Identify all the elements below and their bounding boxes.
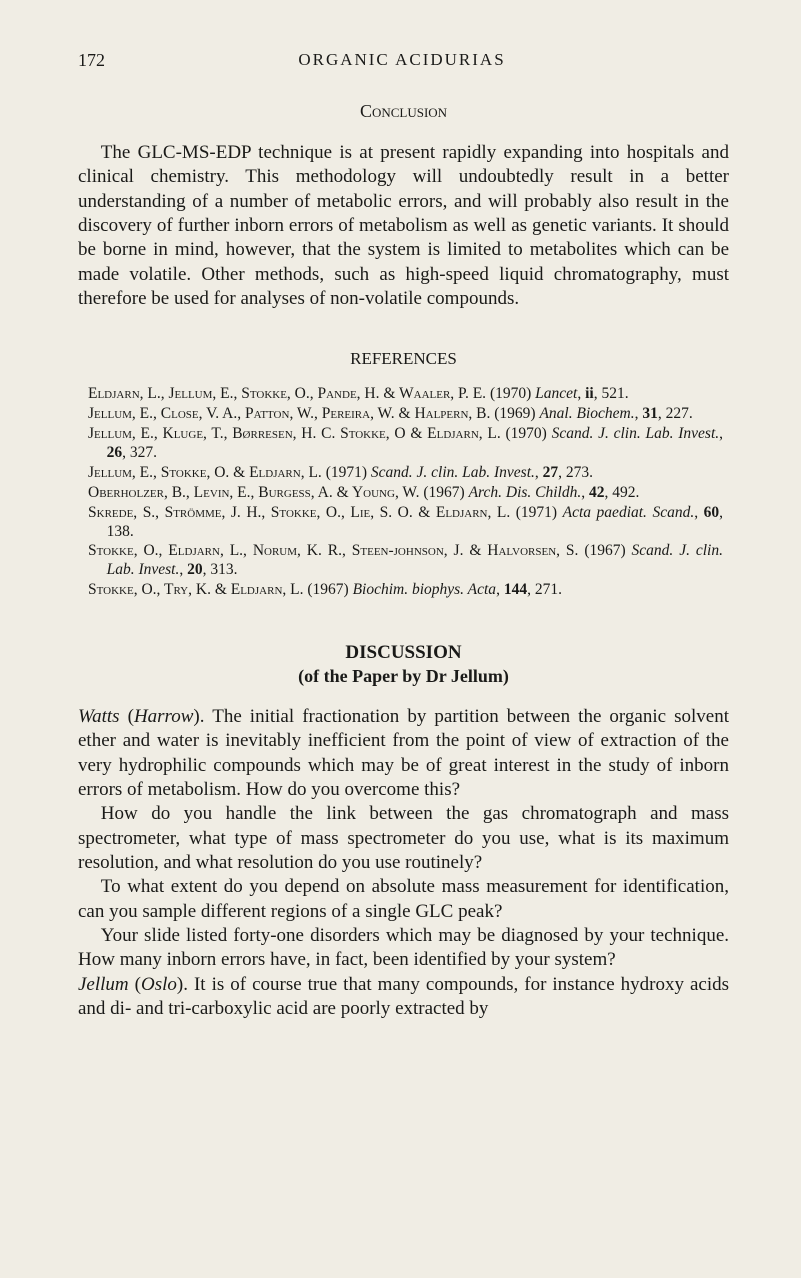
conclusion-paragraph: The GLC-MS-EDP technique is at present r… [78,141,729,311]
reference-item: Stokke, O., Try, K. & Eldjarn, L. (1967)… [88,581,723,600]
reference-item: Skrede, S., Strömme, J. H., Stokke, O., … [88,504,723,542]
ref-authors: Oberholzer, B., Levin, E., Burgess, A. &… [88,484,420,501]
reference-item: Oberholzer, B., Levin, E., Burgess, A. &… [88,484,723,503]
speaker-name: Jellum [78,974,129,995]
discussion-p4: Your slide listed forty-one disorders wh… [78,924,729,973]
speaker-location: Oslo [141,974,177,995]
ref-authors: Jellum, E., Stokke, O. & Eldjarn, L. [88,464,322,481]
header-spacer [699,50,729,71]
discussion-sub: (of the Paper by Dr Jellum) [78,666,729,687]
ref-year: (1970) [501,425,552,442]
ref-journal: Scand. J. clin. Lab. Invest. [371,464,535,481]
references-list: Eldjarn, L., Jellum, E., Stokke, O., Pan… [78,385,729,600]
ref-authors: Jellum, E., Kluge, T., Børresen, H. C. S… [88,425,501,442]
ref-tail: , 144, 271. [496,581,562,598]
page-number: 172 [78,50,105,71]
ref-year: (1969) [490,405,539,422]
page-header: 172 ORGANIC ACIDURIAS [78,50,729,71]
ref-authors: Stokke, O., Try, K. & Eldjarn, L. [88,581,303,598]
reference-item: Jellum, E., Stokke, O. & Eldjarn, L. (19… [88,464,723,483]
discussion-p2: How do you handle the link between the g… [78,802,729,875]
ref-journal: Acta paediat. Scand. [563,504,695,521]
references-heading: REFERENCES [78,349,729,369]
ref-tail: , 27, 273. [535,464,593,481]
ref-authors: Stokke, O., Eldjarn, L., Norum, K. R., S… [88,542,578,559]
discussion-p5: Jellum (Oslo). It is of course true that… [78,973,729,1022]
ref-authors: Eldjarn, L., Jellum, E., Stokke, O., Pan… [88,385,486,402]
ref-year: (1971) [322,464,371,481]
ref-tail: , 31, 227. [635,405,693,422]
ref-journal: Arch. Dis. Childh. [469,484,582,501]
ref-authors: Jellum, E., Close, V. A., Patton, W., Pe… [88,405,490,422]
ref-authors: Skrede, S., Strömme, J. H., Stokke, O., … [88,504,510,521]
ref-journal: Lancet [535,385,577,402]
running-title: ORGANIC ACIDURIAS [298,50,505,71]
reference-item: Stokke, O., Eldjarn, L., Norum, K. R., S… [88,542,723,580]
ref-year: (1970) [486,385,535,402]
page: 172 ORGANIC ACIDURIAS Conclusion The GLC… [0,0,801,1061]
speaker-name: Watts [78,706,120,727]
ref-tail: , ii, 521. [577,385,628,402]
conclusion-heading: Conclusion [78,101,729,122]
ref-year: (1971) [510,504,562,521]
ref-tail: , 20, 313. [179,561,237,578]
discussion-p1: Watts (Harrow). The initial fractionatio… [78,705,729,802]
ref-year: (1967) [578,542,631,559]
reference-item: Jellum, E., Kluge, T., Børresen, H. C. S… [88,425,723,463]
speaker-location: Harrow [134,706,193,727]
ref-journal: Biochim. biophys. Acta [353,581,497,598]
ref-tail: , 42, 492. [581,484,639,501]
discussion-heading: DISCUSSION [78,642,729,664]
ref-journal: Scand. J. clin. Lab. Invest. [552,425,720,442]
reference-item: Eldjarn, L., Jellum, E., Stokke, O., Pan… [88,385,723,404]
discussion-p3: To what extent do you depend on absolute… [78,875,729,924]
ref-year: (1967) [420,484,469,501]
reference-item: Jellum, E., Close, V. A., Patton, W., Pe… [88,405,723,424]
ref-journal: Anal. Biochem. [539,405,634,422]
ref-year: (1967) [303,581,352,598]
